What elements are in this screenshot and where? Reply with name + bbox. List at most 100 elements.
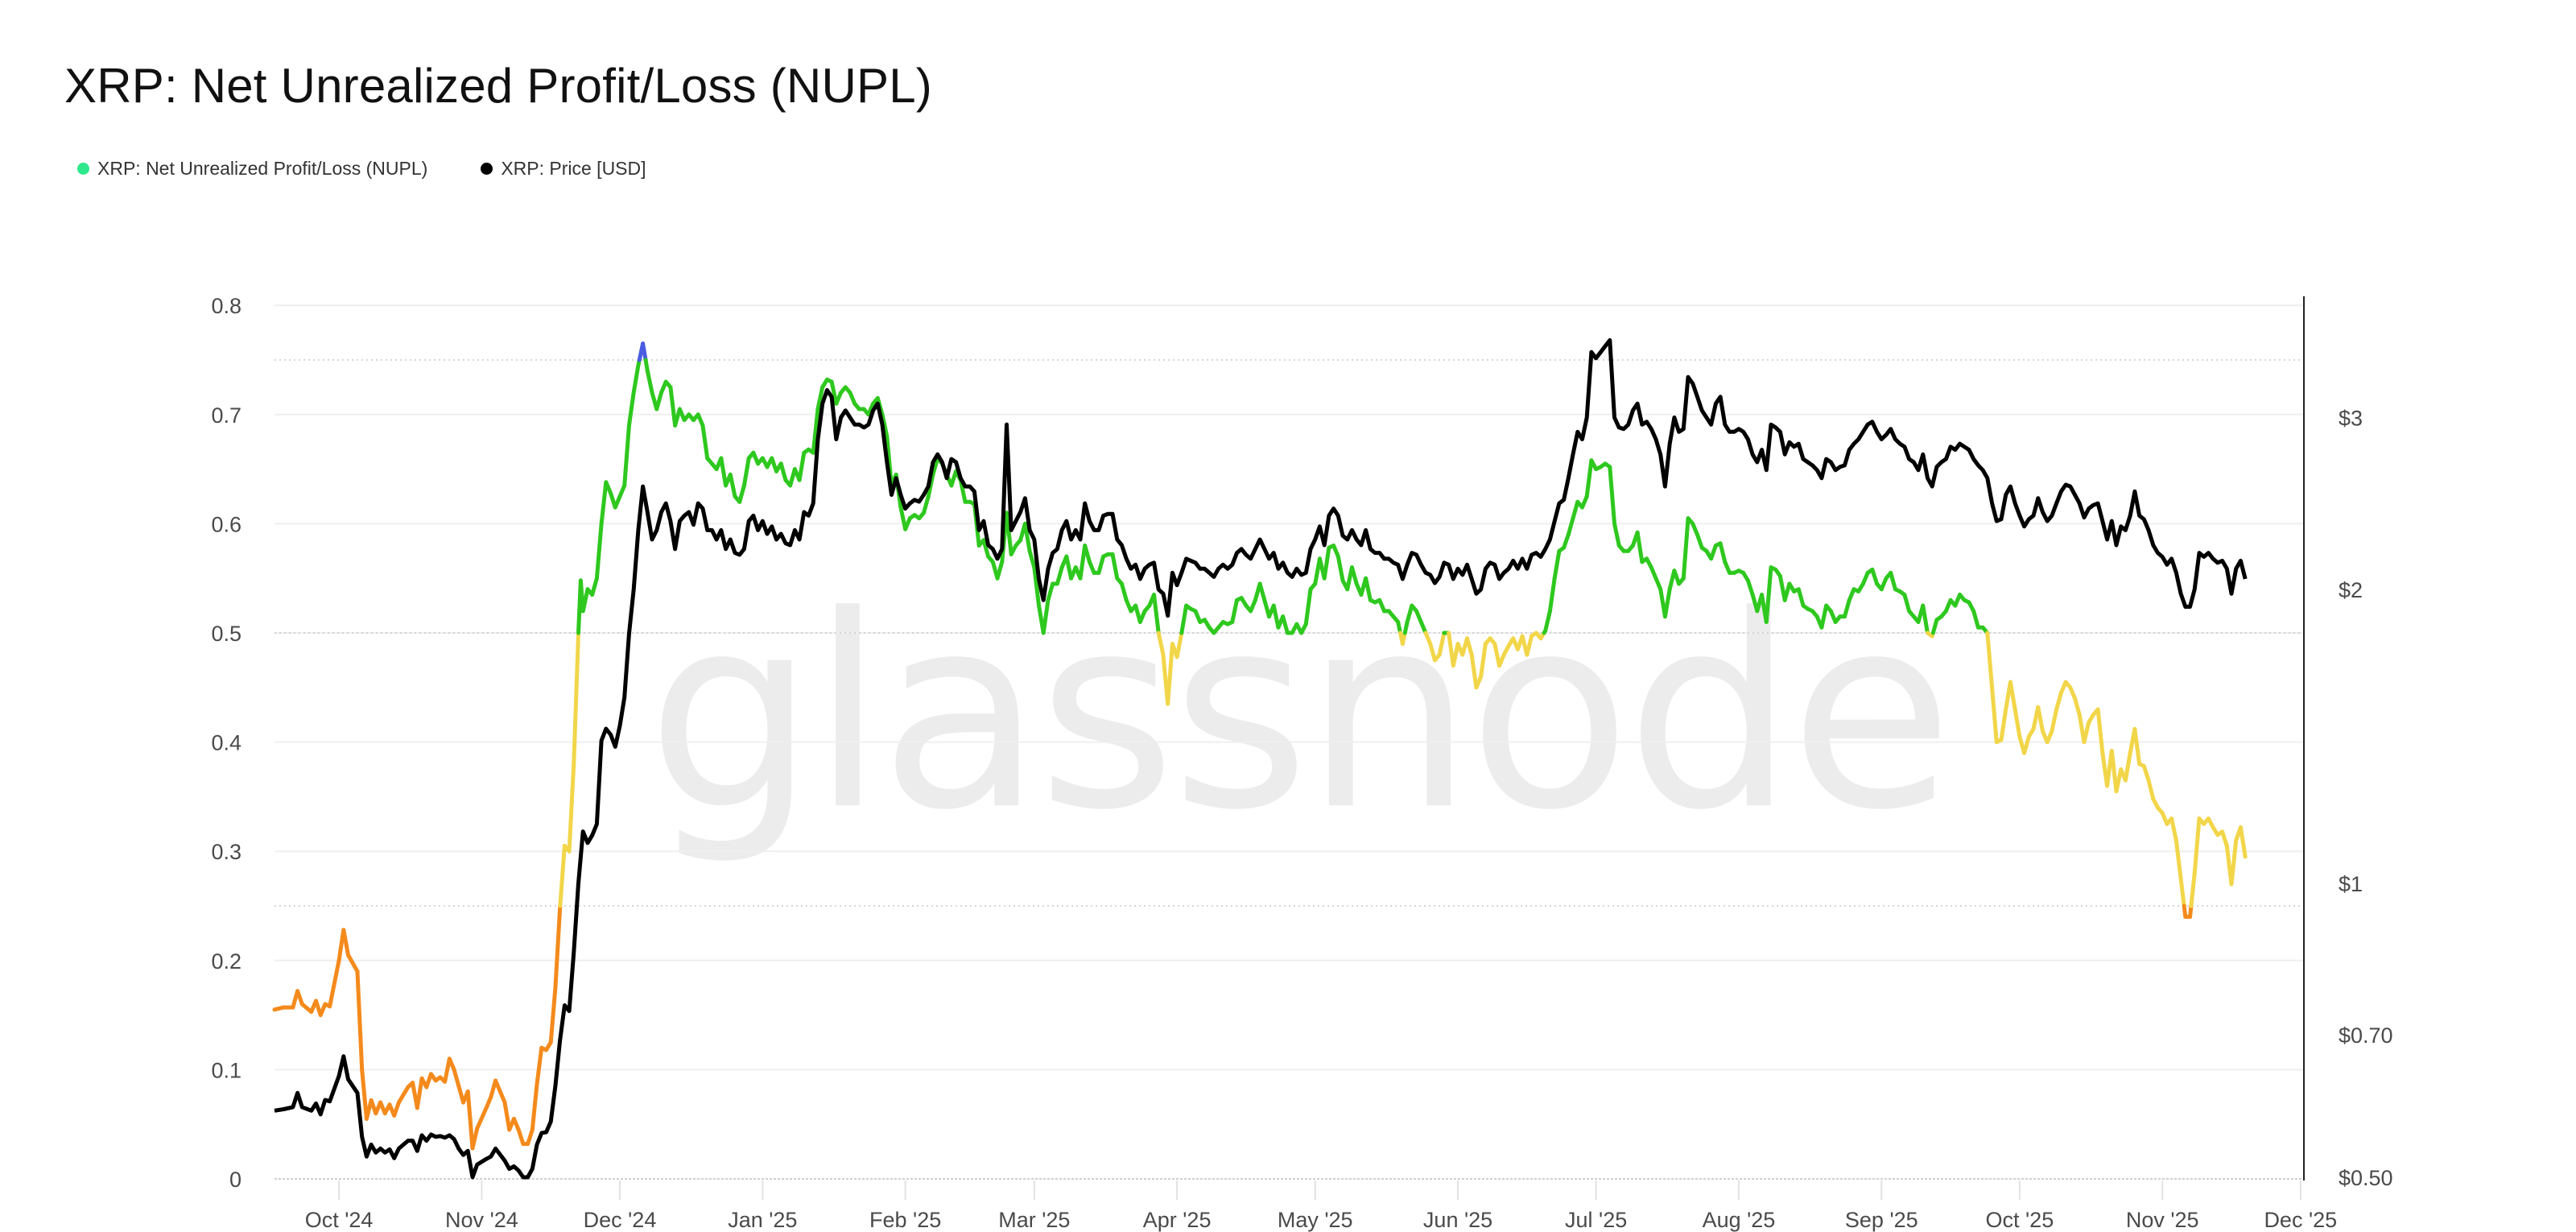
nupl-line-segment xyxy=(1584,458,1594,498)
nupl-line-segment xyxy=(622,423,631,488)
nupl-line-segment xyxy=(1156,630,1166,657)
nupl-line-segment xyxy=(1525,634,1534,657)
nupl-line-segment xyxy=(558,843,567,908)
nupl-line-segment xyxy=(295,989,304,1007)
nupl-line-segment xyxy=(341,928,351,957)
nupl-line-segment xyxy=(2013,707,2022,739)
nupl-line-segment xyxy=(1695,532,1704,550)
nupl-line-segment xyxy=(2008,680,2017,712)
right-axis-tick: $0.50 xyxy=(2339,1166,2393,1190)
nupl-line-segment xyxy=(981,538,991,559)
left-axis-tick: 0 xyxy=(229,1168,242,1192)
nupl-line-segment xyxy=(1612,521,1621,548)
nupl-line-segment xyxy=(829,379,839,406)
nupl-line-segment xyxy=(567,762,576,854)
nupl-line-segment xyxy=(470,1127,480,1151)
right-axis-tick: $0.70 xyxy=(2339,1023,2393,1048)
left-axis-tick: 0.4 xyxy=(211,731,242,755)
left-axis-tick: 0.8 xyxy=(211,294,242,318)
nupl-line-segment xyxy=(1405,603,1414,624)
legend-dot-price-icon xyxy=(481,163,493,175)
nupl-line-segment xyxy=(1064,554,1074,581)
nupl-line-segment xyxy=(2141,763,2151,783)
nupl-line-segment xyxy=(572,630,581,767)
nupl-line-segment xyxy=(443,1056,452,1084)
nupl-line-segment xyxy=(1179,603,1189,635)
nupl-line-segment xyxy=(737,483,746,504)
nupl-line-segment xyxy=(452,1067,461,1089)
nupl-line-segment xyxy=(2132,726,2142,767)
series-lines xyxy=(272,338,2248,1180)
nupl-line-segment xyxy=(1902,593,1912,614)
x-axis-tick: Apr '25 xyxy=(1143,1208,1212,1232)
legend-item-price[interactable]: XRP: Price [USD] xyxy=(481,158,646,180)
nupl-line-segment xyxy=(1349,565,1359,586)
x-axis-tick: Jan '25 xyxy=(728,1208,797,1232)
nupl-line-segment xyxy=(2109,748,2119,794)
nupl-line-segment xyxy=(2238,825,2248,859)
nupl-line-segment xyxy=(1469,652,1479,690)
nupl-line-segment xyxy=(1271,603,1281,630)
nupl-line-segment xyxy=(1078,544,1088,581)
nupl-line-segment xyxy=(475,1106,489,1131)
nupl-line-segment xyxy=(1492,642,1502,668)
nupl-line-segment xyxy=(1999,707,2008,742)
nupl-line-segment xyxy=(1428,642,1437,663)
nupl-line-segment xyxy=(1303,587,1313,626)
nupl-line-segment xyxy=(811,407,820,455)
nupl-line-segment xyxy=(392,1100,401,1118)
nupl-line-segment xyxy=(502,1100,512,1132)
x-axis-tick: Jul '25 xyxy=(1565,1208,1627,1232)
nupl-line-segment xyxy=(922,494,931,515)
nupl-line-segment xyxy=(1335,554,1345,583)
nupl-line-segment xyxy=(1870,567,1880,586)
nupl-line-segment xyxy=(1662,587,1672,619)
nupl-line-segment xyxy=(2178,876,2186,908)
legend-item-nupl[interactable]: XRP: Net Unrealized Profit/Loss (NUPL) xyxy=(77,158,427,180)
nupl-line-segment xyxy=(346,953,360,974)
nupl-line-segment xyxy=(1364,576,1373,602)
nupl-line-segment xyxy=(1709,544,1718,561)
x-axis-tick: Jun '25 xyxy=(1423,1208,1492,1232)
nupl-line-segment xyxy=(1971,609,1980,630)
nupl-line-segment xyxy=(1322,545,1331,581)
chart-legend: XRP: Net Unrealized Profit/Loss (NUPL) X… xyxy=(77,158,700,180)
right-y-axis: $3 $2 $1 $0.70 $0.50 xyxy=(2339,406,2393,1190)
nupl-line-segment xyxy=(2192,817,2202,875)
nupl-line-segment xyxy=(594,521,604,581)
nupl-line-segment xyxy=(2123,750,2132,783)
x-axis-tick: May '25 xyxy=(1278,1208,1353,1232)
nupl-line-segment xyxy=(1166,642,1174,706)
nupl-line-segment xyxy=(2022,734,2031,755)
x-axis-tick: Mar '25 xyxy=(998,1208,1070,1232)
nupl-line-segment xyxy=(1055,565,1064,586)
nupl-line-segment xyxy=(1152,593,1161,635)
x-axis-tick: Dec '25 xyxy=(2264,1208,2337,1232)
nupl-line-segment xyxy=(1745,578,1755,597)
nupl-line-segment xyxy=(880,412,890,439)
nupl-line-segment xyxy=(797,450,807,482)
x-axis-tick: Nov '24 xyxy=(445,1208,518,1232)
nupl-line-segment xyxy=(465,1089,475,1151)
nupl-line-segment xyxy=(1930,618,1939,635)
left-axis-tick: 0.6 xyxy=(211,512,242,536)
nupl-line-segment xyxy=(1464,636,1474,657)
nupl-line-segment xyxy=(1571,499,1580,521)
legend-label-price: XRP: Price [USD] xyxy=(501,158,646,179)
nupl-line-segment xyxy=(2169,817,2178,843)
nupl-line-segment xyxy=(526,1127,535,1147)
nupl-line-segment xyxy=(493,1078,507,1105)
nupl-line-segment xyxy=(1921,603,1930,635)
nupl-line-segment xyxy=(355,969,365,1072)
nupl-line-segment xyxy=(1889,570,1897,592)
left-axis-tick: 0.1 xyxy=(211,1058,242,1082)
nupl-line-segment xyxy=(1041,597,1051,635)
price-line xyxy=(274,338,2248,1180)
x-axis-tick: Feb '25 xyxy=(869,1208,941,1232)
nupl-line-segment xyxy=(1479,642,1488,679)
nupl-line-segment xyxy=(1543,609,1552,633)
nupl-line-segment xyxy=(1764,565,1773,624)
legend-label-nupl: XRP: Net Unrealized Profit/Loss (NUPL) xyxy=(97,158,428,179)
x-axis-tick: Oct '24 xyxy=(305,1208,374,1232)
